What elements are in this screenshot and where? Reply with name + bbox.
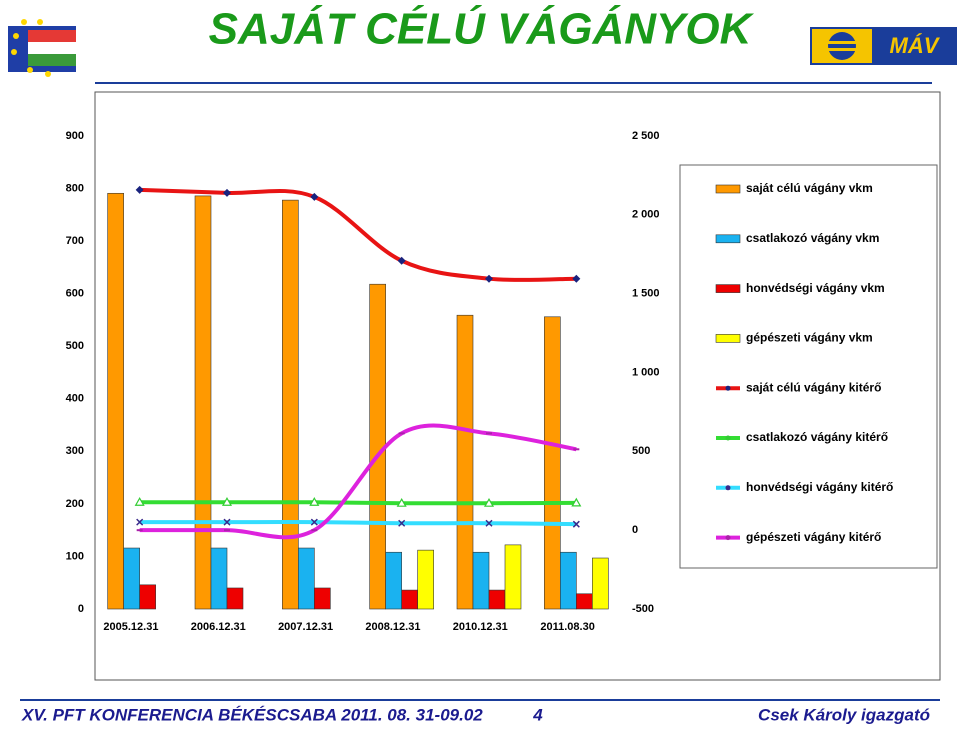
x-tick-label: 2011.08.30 [540,621,594,633]
bar [592,557,609,610]
line-marker [485,274,493,283]
legend-label: csatlakozó vágány vkm [746,231,879,245]
line-marker [223,188,231,197]
line-marker [485,519,493,527]
legend-label: gépészeti vágány vkm [746,331,873,345]
line-marker [572,274,581,283]
bar [504,544,522,610]
legend-label: saját célú vágány vkm [746,181,873,195]
line-marker [483,497,495,507]
line-marker [309,497,320,506]
line-marker [223,518,231,526]
line-marker [572,520,580,528]
line [139,423,577,540]
y-tick-label: 0 [78,603,84,615]
line-marker [134,497,145,506]
x-tick-label: 2006.12.31 [191,621,246,633]
legend-swatch [715,334,741,343]
chart-frame [94,91,941,681]
y-tick-label: 200 [66,498,84,510]
y2-tick-label: 1 000 [632,366,660,378]
y-tick-label: 700 [66,235,84,247]
bar [314,587,331,610]
line-marker [135,185,144,194]
y2-tick-label: 1 500 [632,288,660,300]
legend-label: saját célú vágány kitérő [746,380,881,394]
bar [298,547,315,610]
line-marker [398,519,406,527]
legend-marker [725,385,731,391]
legend-box [679,164,938,569]
bar [282,199,299,610]
y-tick-label: 400 [66,393,84,405]
mav-logo: MÁV [810,27,957,65]
bar [560,551,577,610]
line [139,500,577,506]
line-marker [571,497,582,507]
slide-title: SAJÁT CÉLÚ VÁGÁNYOK [209,4,755,54]
bar [385,551,402,610]
legend-marker [725,535,731,541]
y-tick-label: 500 [66,340,84,352]
logo-text: MÁV [890,33,941,58]
legend-marker [725,435,731,441]
y-tick-label: 600 [66,288,84,300]
footer-author: Csek Károly igazgató [758,705,930,724]
x-tick-label: 2010.12.31 [453,621,508,633]
bar [576,593,593,610]
page-number: 4 [532,705,543,724]
line-marker [221,497,233,506]
x-tick-label: 2007.12.31 [278,621,333,633]
bar [139,584,156,610]
y2-tick-label: 0 [632,524,638,536]
legend-marker [725,485,731,491]
bar [194,195,212,610]
bar [226,587,244,610]
legend-swatch [715,184,741,194]
line-marker [310,518,318,526]
bar [544,316,561,610]
bar [456,314,474,610]
x-tick-label: 2005.12.31 [103,621,158,633]
bar [210,547,228,610]
flag-logo [8,19,76,77]
y-tick-label: 900 [66,130,84,142]
legend-label: honvédségi vágány vkm [746,281,885,295]
line-marker [397,256,406,265]
bar [123,547,140,610]
y-tick-label: 800 [66,182,84,194]
legend-label: csatlakozó vágány kitérő [746,430,888,444]
footer-event: XV. PFT KONFERENCIA BÉKÉSCSABA 2011. 08.… [21,705,483,724]
legend-label: honvédségi vágány kitérő [746,480,893,494]
y-tick-label: 300 [66,445,84,457]
line-marker [396,497,407,507]
line-marker [310,192,319,201]
y2-tick-label: -500 [632,603,654,615]
y-tick-label: 100 [66,550,84,562]
bar [472,551,490,610]
line [139,187,577,283]
line-marker [136,518,144,526]
y2-tick-label: 500 [632,445,650,457]
bar [488,589,506,610]
legend-swatch [715,284,741,293]
bar [107,192,124,610]
bar [401,589,418,610]
y2-tick-label: 2 000 [632,209,660,221]
legend-label: gépészeti vágány kitérő [746,530,881,544]
x-tick-label: 2008.12.31 [365,621,420,633]
line [139,520,577,527]
y2-tick-label: 2 500 [632,130,660,142]
bar [417,549,434,610]
legend-swatch [715,234,741,244]
